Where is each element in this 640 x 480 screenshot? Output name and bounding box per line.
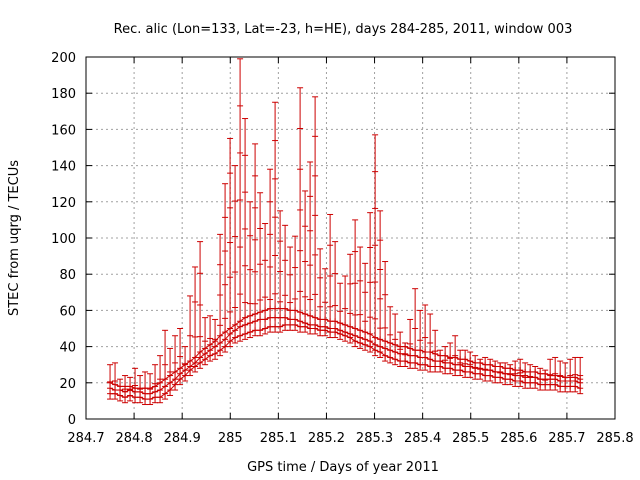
x-tick-label: 285.2	[308, 431, 345, 446]
chart-title: Rec. alic (Lon=133, Lat=-23, h=HE), days…	[114, 22, 573, 37]
x-tick-label: 284.7	[67, 431, 104, 446]
x-tick-label: 285.5	[452, 431, 489, 446]
y-tick-label: 100	[51, 232, 76, 247]
x-tick-label: 285.1	[260, 431, 297, 446]
grid-lines	[85, 56, 616, 420]
error-bars	[107, 58, 584, 406]
y-tick-label: 60	[59, 304, 76, 319]
y-tick-label: 0	[68, 413, 76, 428]
series-lines	[107, 305, 584, 403]
y-tick-label: 200	[51, 51, 76, 66]
y-tick-label: 120	[51, 196, 76, 211]
y-tick-label: 80	[59, 268, 76, 283]
x-tick-label: 285.4	[404, 431, 441, 446]
y-tick-label: 180	[51, 87, 76, 102]
x-axis-label: GPS time / Days of year 2011	[247, 460, 439, 475]
x-tick-label: 285.8	[596, 431, 633, 446]
y-tick-label: 20	[59, 377, 76, 392]
x-tick-label: 284.9	[164, 431, 201, 446]
x-tick-label: 284.8	[115, 431, 152, 446]
x-tick-label: 285.3	[356, 431, 393, 446]
x-tick-label: 285	[218, 431, 243, 446]
x-tick-label: 285.6	[500, 431, 537, 446]
y-tick-label: 40	[59, 341, 76, 356]
y-tick-label: 160	[51, 123, 76, 138]
y-tick-label: 140	[51, 160, 76, 175]
x-tick-labels: 284.7 284.8 284.9 285 285.1 285.2 285.3 285.4 28…	[67, 431, 633, 446]
x-tick-label: 285.7	[548, 431, 585, 446]
y-axis-label: STEC from uqrg / TECUs	[7, 160, 22, 316]
y-tick-labels: 0 20 40 60 80 100 120 140 160 180 200	[51, 51, 76, 428]
plot-frame	[85, 56, 616, 420]
